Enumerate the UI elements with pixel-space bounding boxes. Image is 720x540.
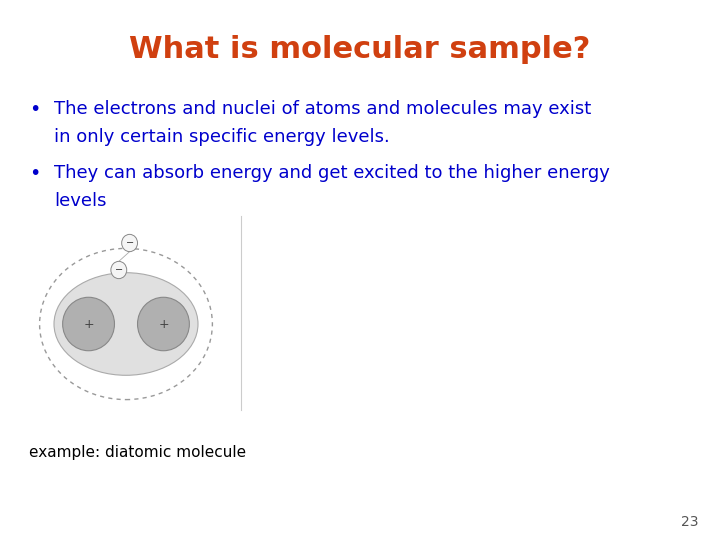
Text: in only certain specific energy levels.: in only certain specific energy levels. [54, 128, 390, 146]
Text: They can absorb energy and get excited to the higher energy: They can absorb energy and get excited t… [54, 164, 610, 182]
Text: +: + [158, 318, 168, 330]
Text: 23: 23 [681, 515, 698, 529]
Ellipse shape [54, 273, 198, 375]
Text: −: − [114, 265, 123, 275]
Text: +: + [84, 318, 94, 330]
Text: example: diatomic molecule: example: diatomic molecule [29, 446, 246, 461]
Text: −: − [125, 238, 134, 248]
Text: The electrons and nuclei of atoms and molecules may exist: The electrons and nuclei of atoms and mo… [54, 100, 591, 118]
Ellipse shape [138, 297, 189, 351]
Text: What is molecular sample?: What is molecular sample? [130, 35, 590, 64]
Ellipse shape [111, 261, 127, 279]
Ellipse shape [63, 297, 114, 351]
Text: levels: levels [54, 192, 107, 210]
Ellipse shape [122, 234, 138, 252]
Text: •: • [29, 164, 40, 183]
Text: •: • [29, 100, 40, 119]
